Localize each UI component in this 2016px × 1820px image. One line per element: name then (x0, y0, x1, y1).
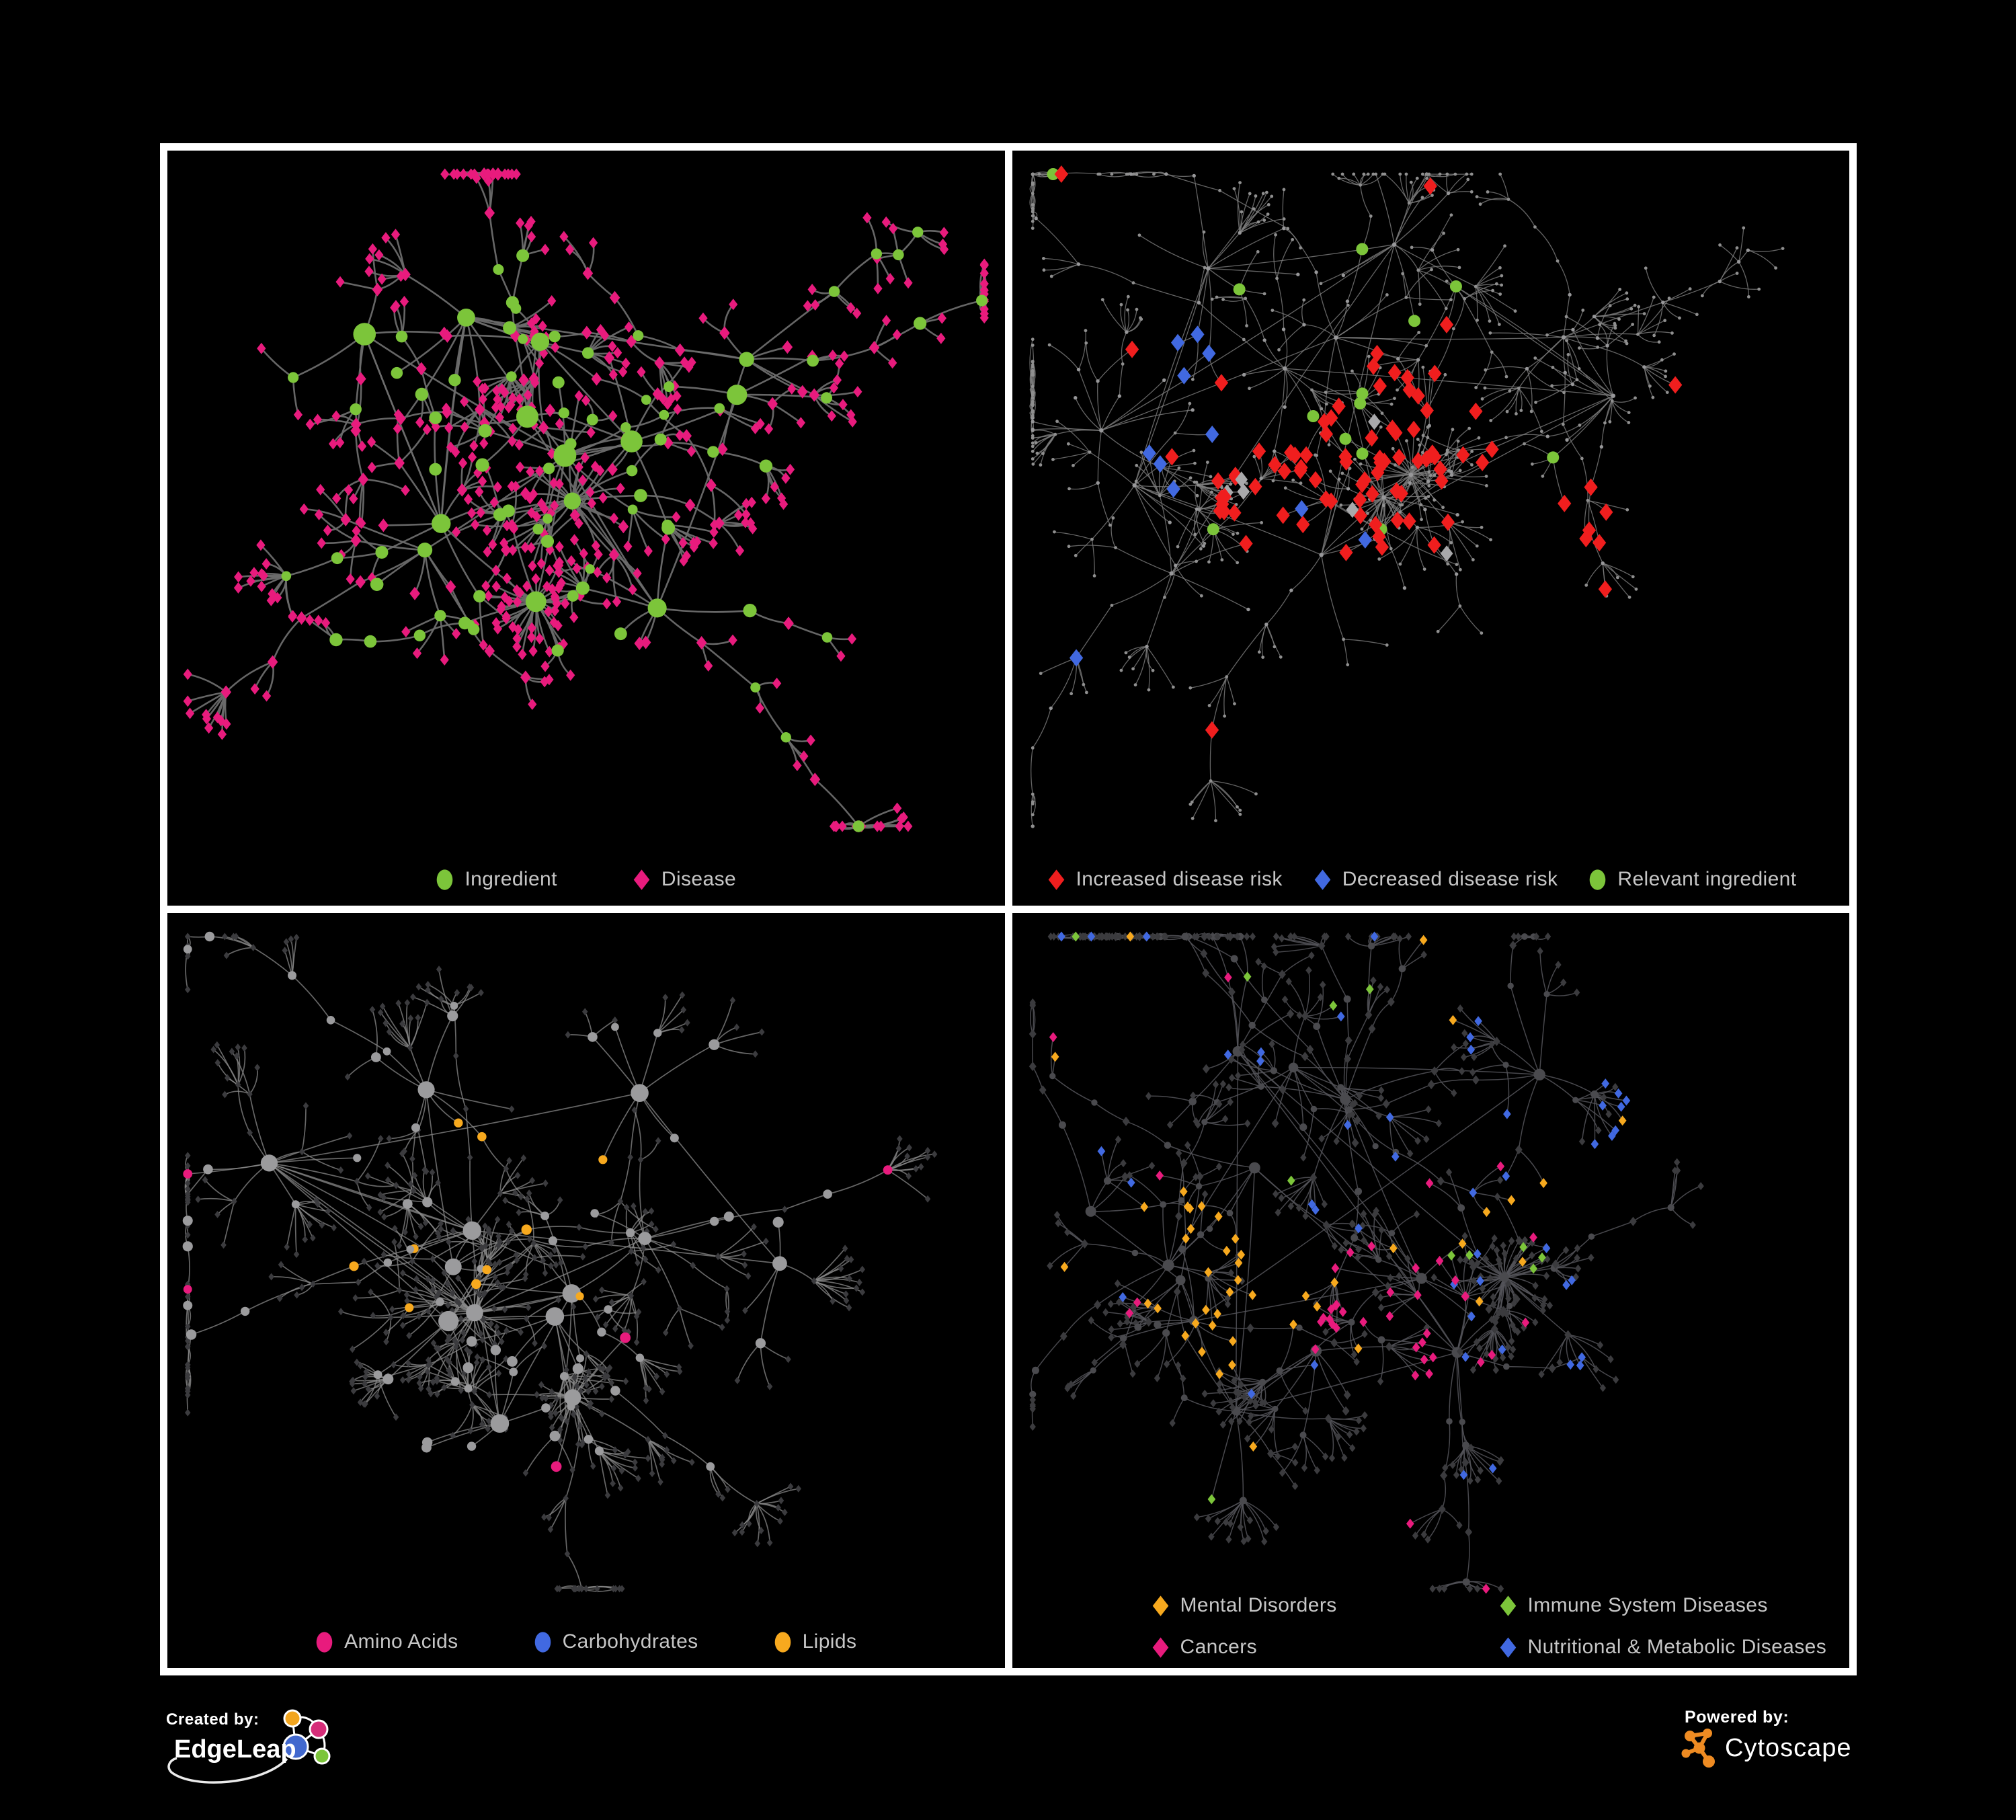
legend-ingredient-disease: Ingredient Disease (167, 868, 1005, 891)
edgeleap-pink-node-icon (309, 1719, 329, 1739)
legend-label: Carbohydrates (562, 1630, 698, 1653)
legend-label: Relevant ingredient (1617, 868, 1797, 890)
nutrient-class-network-graph (182, 931, 938, 1593)
diamond-swatch-icon (1500, 1636, 1516, 1658)
legend-label: Disease (661, 868, 737, 890)
legend-item-immune-system-diseases: Immune System Diseases (1499, 1594, 1850, 1617)
legend-label: Cancers (1180, 1636, 1258, 1658)
legend-item-carbohydrates: Carbohydrates (534, 1630, 698, 1653)
ellipse-swatch-icon (1590, 869, 1606, 890)
legend-item-increased-disease-risk: Increased disease risk (1047, 868, 1283, 891)
legend-disease-risk: Increased disease risk Decreased disease … (1012, 868, 1850, 891)
legend-item-relevant-ingredient: Relevant ingredient (1588, 868, 1796, 891)
legend-item-mental-disorders: Mental Disorders (1152, 1594, 1499, 1617)
legend-label: Ingredient (465, 868, 557, 890)
legend-item-nutritional-metabolic-diseases: Nutritional & Metabolic Diseases (1499, 1636, 1850, 1659)
panel-nutrient-class: Amino Acids Carbohydrates Lipids (167, 913, 1005, 1668)
legend-label: Amino Acids (344, 1630, 458, 1653)
panel-ingredient-disease: Ingredient Disease (167, 151, 1005, 906)
legend-label: Nutritional & Metabolic Diseases (1527, 1636, 1827, 1658)
edgeleap-wordmark: EdgeLeap (174, 1735, 296, 1764)
ingredient-disease-network-graph (183, 167, 989, 832)
network-grid: Ingredient Disease Increased disease risk… (160, 143, 1857, 1675)
diamond-swatch-icon (633, 869, 650, 890)
legend-item-amino-acids: Amino Acids (315, 1630, 458, 1653)
edgeleap-logo: EdgeLeap (167, 1709, 331, 1784)
legend-item-disease: Disease (633, 868, 736, 891)
legend-item-cancers: Cancers (1152, 1636, 1499, 1659)
ellipse-swatch-icon (534, 1631, 551, 1653)
legend-nutrient-class: Amino Acids Carbohydrates Lipids (167, 1630, 1005, 1653)
edgeleap-orange-node-icon (283, 1709, 302, 1728)
legend-label: Lipids (802, 1630, 857, 1653)
panel-disease-risk: Increased disease risk Decreased disease … (1012, 151, 1850, 906)
panel-disease-class: Mental Disorders Immune System Diseases Ca… (1012, 913, 1850, 1668)
disease-risk-network-graph (1029, 165, 1784, 828)
legend-label: Decreased disease risk (1342, 868, 1558, 890)
diamond-swatch-icon (1152, 1595, 1168, 1616)
cytoscape-wordmark: Cytoscape (1725, 1733, 1852, 1762)
cytoscape-logo-icon (1681, 1729, 1715, 1768)
diamond-swatch-icon (1500, 1595, 1516, 1616)
diamond-swatch-icon (1314, 869, 1331, 890)
legend-item-decreased-disease-risk: Decreased disease risk (1314, 868, 1558, 891)
cytoscape-logo: Cytoscape (1681, 1728, 1852, 1768)
diamond-swatch-icon (1152, 1636, 1168, 1658)
created-by-label: Created by: (166, 1710, 259, 1729)
ellipse-swatch-icon (316, 1631, 333, 1653)
edgeleap-swoosh (167, 1757, 288, 1784)
legend-label: Mental Disorders (1180, 1594, 1337, 1616)
legend-label: Immune System Diseases (1527, 1594, 1768, 1616)
ellipse-swatch-icon (437, 869, 453, 890)
disease-class-network-graph (1029, 931, 1704, 1594)
ellipse-swatch-icon (774, 1631, 791, 1653)
legend-item-ingredient: Ingredient (436, 868, 557, 891)
edgeleap-blue-node-icon (282, 1733, 309, 1760)
legend-label: Increased disease risk (1076, 868, 1283, 890)
diamond-swatch-icon (1048, 869, 1064, 890)
legend-disease-class: Mental Disorders Immune System Diseases Ca… (1012, 1594, 1850, 1659)
legend-item-lipids: Lipids (774, 1630, 857, 1653)
powered-by-label: Powered by: (1685, 1708, 1789, 1727)
edgeleap-green-node-icon (313, 1747, 331, 1765)
